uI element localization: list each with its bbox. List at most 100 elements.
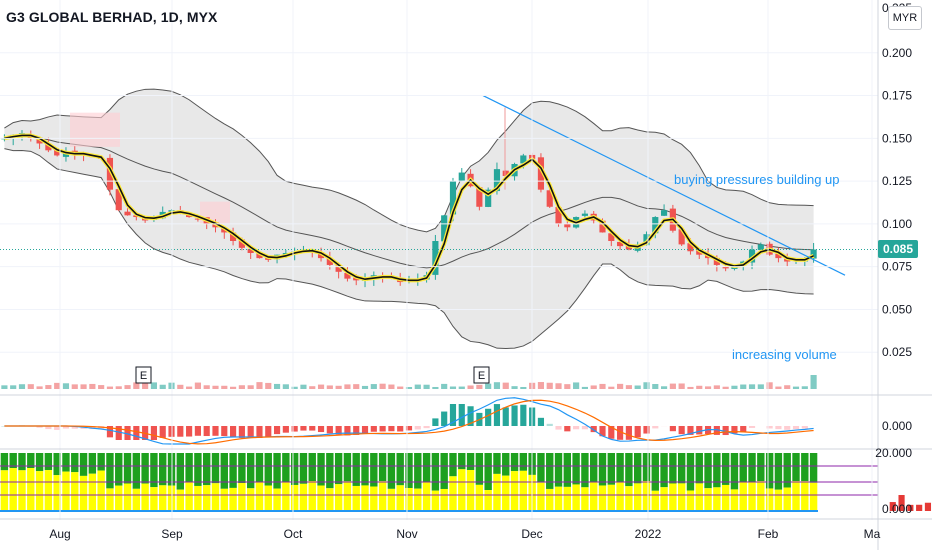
osc-green-bar: [45, 453, 52, 470]
time-tick-label: Oct: [284, 527, 303, 541]
volume-bar: [45, 385, 51, 389]
currency-button[interactable]: MYR: [888, 6, 922, 30]
volume-bar: [424, 385, 430, 389]
volume-bar: [731, 386, 737, 389]
osc-green-bar: [353, 453, 360, 486]
osc-green-bar: [344, 453, 351, 481]
osc-yellow-bar: [247, 488, 254, 511]
time-tick-label: Feb: [758, 527, 779, 541]
osc-red-bar: [925, 503, 931, 511]
osc-green-bar: [616, 453, 623, 482]
osc-green-bar: [203, 453, 210, 485]
osc-yellow-bar: [634, 483, 641, 511]
osc-yellow-bar: [18, 470, 25, 511]
osc-yellow-bar: [731, 489, 738, 511]
osc-green-bar: [326, 453, 333, 488]
macd-histogram-bar: [740, 426, 746, 432]
osc-yellow-bar: [652, 491, 659, 511]
osc-green-bar: [177, 453, 184, 490]
volume-bar: [54, 383, 60, 389]
osc-yellow-bar: [414, 489, 421, 511]
time-tick-label: Sep: [161, 527, 183, 541]
volume-bar: [195, 383, 201, 389]
macd-histogram-bar: [511, 405, 517, 426]
osc-yellow-bar: [616, 482, 623, 511]
macd-histogram-bar: [696, 426, 702, 434]
price-tick-label: 0.150: [882, 131, 912, 145]
volume-bar: [204, 385, 210, 389]
osc-green-bar: [775, 453, 782, 490]
osc-green-bar: [476, 453, 483, 485]
earnings-marker-1[interactable]: E: [136, 367, 151, 383]
volume-bar: [318, 385, 324, 389]
macd-histogram-bar: [133, 426, 139, 440]
volume-bar: [274, 384, 280, 389]
osc-yellow-bar: [89, 474, 96, 511]
osc-green-bar: [62, 453, 69, 472]
osc-green-bar: [740, 453, 747, 482]
osc-green-bar: [731, 453, 738, 489]
price-tick-label: 0.075: [882, 260, 912, 274]
price-tick-label: 0.050: [882, 302, 912, 316]
osc-yellow-bar: [476, 485, 483, 511]
osc-yellow-bar: [141, 484, 148, 511]
macd-histogram-bar: [459, 404, 465, 426]
osc-green-bar: [106, 453, 113, 488]
macd-histogram-bar: [793, 426, 799, 429]
macd-histogram-bar: [388, 426, 394, 431]
time-tick-label: 2022: [635, 527, 662, 541]
oscillator-pane[interactable]: [0, 453, 932, 511]
volume-bar: [327, 385, 333, 389]
macd-histogram-bar: [248, 426, 254, 438]
osc-yellow-bar: [581, 487, 588, 511]
osc-yellow-bar: [335, 484, 342, 511]
osc-green-bar: [669, 453, 676, 483]
macd-histogram-bar: [177, 426, 183, 437]
earnings-marker-2[interactable]: E: [474, 367, 489, 383]
volume-bar: [643, 382, 649, 389]
macd-histogram-bar: [318, 426, 324, 432]
osc-yellow-bar: [256, 482, 263, 511]
osc-yellow-bar: [397, 485, 404, 511]
highlight-zone: [70, 113, 120, 147]
osc-green-bar: [36, 453, 43, 471]
osc-yellow-bar: [309, 481, 316, 511]
volume-bar: [362, 386, 368, 389]
macd-histogram-bar: [573, 426, 579, 429]
osc-green-bar: [221, 453, 228, 489]
volume-bar: [740, 385, 746, 389]
macd-histogram-bar: [520, 405, 526, 426]
macd-histogram-bar: [239, 426, 245, 438]
volume-bar: [116, 386, 122, 389]
osc-yellow-bar: [467, 470, 474, 511]
volume-bar: [591, 385, 597, 389]
volume-bar: [617, 384, 623, 389]
macd-histogram-bar: [441, 412, 447, 426]
volume-bar: [230, 387, 236, 389]
osc-green-bar: [792, 453, 799, 481]
osc-yellow-bar: [300, 484, 307, 511]
volume-bar: [758, 384, 764, 389]
osc-yellow-bar: [273, 489, 280, 511]
osc-yellow-bar: [150, 487, 157, 511]
time-tick-label: Ma: [864, 527, 881, 541]
macd-histogram-bar: [415, 426, 421, 429]
osc-yellow-bar: [133, 489, 140, 511]
time-tick-label: Dec: [521, 527, 542, 541]
osc-tick-label: 0.000: [882, 502, 912, 516]
osc-yellow-bar: [713, 487, 720, 511]
volume-bar: [573, 382, 579, 389]
osc-yellow-bar: [555, 487, 562, 511]
osc-yellow-bar: [9, 468, 16, 511]
osc-green-bar: [80, 453, 87, 476]
osc-green-bar: [309, 453, 316, 481]
macd-histogram-bar: [784, 426, 790, 430]
osc-green-bar: [335, 453, 342, 484]
volume-bar: [89, 384, 95, 389]
volume-bar: [212, 386, 218, 389]
volume-bar: [177, 385, 183, 389]
osc-yellow-bar: [687, 490, 694, 511]
osc-green-bar: [18, 453, 25, 470]
macd-pane[interactable]: [1, 398, 816, 444]
